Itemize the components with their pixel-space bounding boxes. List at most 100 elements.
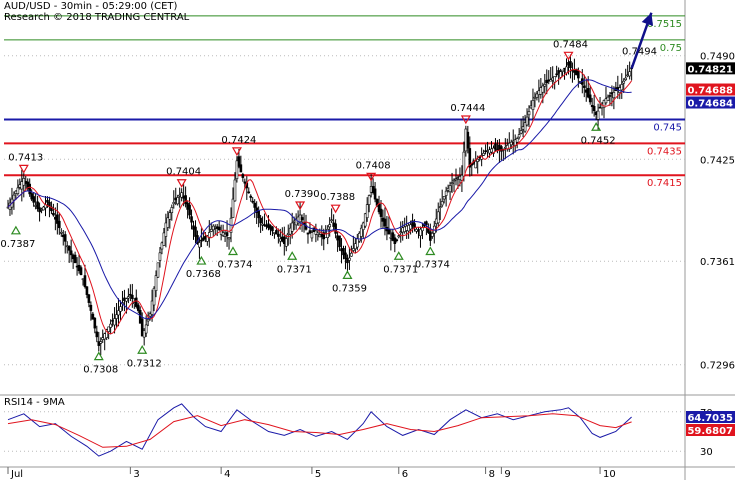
candle-body [115,314,118,319]
candle-body [225,232,229,237]
candle-body [442,196,446,200]
candle-body [148,313,152,317]
candle-body [16,187,20,194]
candle-body [127,296,130,299]
swing-low-marker [287,251,298,260]
candle-body [259,217,262,224]
candle-body [476,158,480,162]
candle-body [519,130,523,134]
candle-body [612,92,616,99]
level-label: 0.7515 [647,19,682,30]
candle-body [134,297,138,307]
time-tick-label: 5 [315,469,321,480]
swing-high-marker [366,172,377,182]
candle-body [462,151,466,177]
candle-body [36,201,39,209]
candle-body [156,262,160,278]
candle-body [131,294,134,299]
candle-body [586,88,590,98]
candle-body [93,317,97,329]
swing-high-marker [460,115,471,125]
candle-body [56,214,59,224]
rsi-line [7,403,632,457]
swing-high-label: 0.7484 [553,39,588,50]
candle-body [413,223,416,229]
candle-body [168,212,172,220]
candle-body [239,164,243,173]
candle-body [300,217,304,221]
candle-body [460,174,464,181]
swing-low-label: 0.7452 [581,135,616,146]
candle-body [419,229,422,236]
price-tick-label: 0.7361 [700,257,735,268]
candle-body [561,69,564,72]
swing-low-label: 0.7387 [0,239,35,250]
candle-body [310,232,314,239]
candle-body [569,61,572,68]
candle-body [46,200,49,203]
swing-low-label: 0.7308 [83,365,118,376]
price-badge [686,96,735,109]
candle-body [444,190,448,196]
candle-body [140,318,144,337]
candle-body [95,331,99,338]
candle-body [206,235,209,242]
candle-body [391,232,395,241]
time-tick-label: 3 [133,469,139,480]
candle-body [227,237,231,240]
swing-high-marker [231,147,242,157]
candle-body [328,224,331,228]
candle-body [99,341,103,344]
candle-body [352,248,355,251]
candle-body [421,227,424,232]
price-tick-label: 0.7490 [700,52,735,63]
candle-body [308,230,312,234]
candle-body [330,219,333,222]
candle-body [63,234,67,242]
candle-body [338,235,341,248]
swing-high-label: 0.7408 [356,160,391,171]
candle-body [58,220,61,229]
level-label: 0.7415 [647,178,682,189]
candle-body [515,138,519,143]
candle-body [231,198,235,218]
price-badge [686,83,735,96]
candle-body [348,257,351,261]
candles [6,54,633,356]
price-badge [686,62,735,75]
moving-averages [7,68,633,335]
candle-body [253,202,256,208]
swing-markers: 0.7413 0.7387 0.7308 0.7312 0.7404 0.7368 0.74… [0,12,657,376]
candle-body [316,232,320,235]
candle-body [582,85,586,88]
candle-body [194,226,197,237]
candle-body [363,213,367,227]
candle-body [164,222,168,237]
price-axis: 0.7490 0.7425 0.7361 0.7296 0.74821 0.74688 0.… [686,52,735,372]
candle-body [553,76,556,83]
rsi-ma-line [7,413,632,448]
swing-low-marker [393,251,404,260]
swing-high-label: 0.7404 [166,167,201,178]
ma-slow-line [7,79,632,320]
candle-body [247,191,251,194]
candle-body [387,228,391,235]
candle-body [166,217,170,228]
candle-body [602,100,606,108]
rsi-badge-label: 64.7035 [687,413,733,424]
price-badge-label: 0.74821 [687,64,733,75]
swing-high-label: 0.7390 [285,189,320,200]
time-tick-label: Jul [10,469,23,480]
candle-body [438,206,442,209]
candle-body [494,143,497,150]
candle-body [235,160,239,180]
candle-body [588,94,592,103]
candle-body [383,218,387,227]
swing-low-marker [196,255,207,265]
swing-high-marker [295,201,306,211]
level-label: 0.745 [653,122,682,133]
candle-body [436,211,440,224]
candle-body [367,195,371,205]
swing-low-label: 0.7374 [217,260,252,271]
